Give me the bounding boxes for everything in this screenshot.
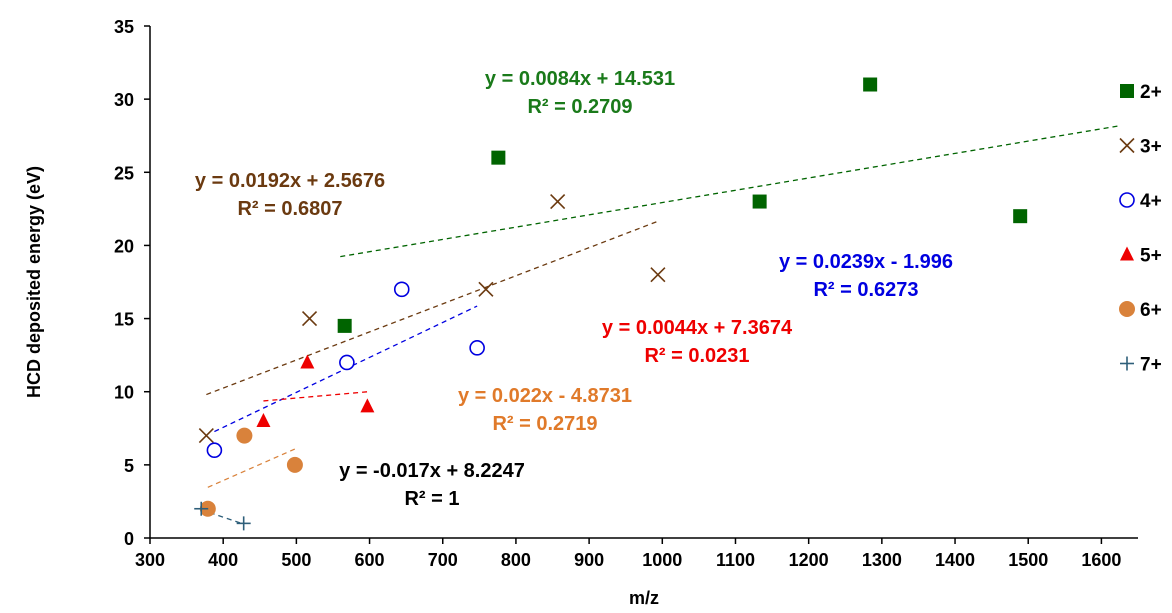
legend-label: 6+ xyxy=(1140,300,1162,321)
plot-area: 0 5 10 15 20 25 30 35 300 400 500 600 700 800 900 1000… xyxy=(114,17,1138,570)
data-point-2plus xyxy=(1013,209,1028,224)
data-point-3plus xyxy=(650,267,666,283)
data-point-3plus xyxy=(550,193,566,210)
x-tick-label: 600 xyxy=(355,550,385,570)
x-tick-label: 500 xyxy=(281,550,311,570)
x-tick-label: 1300 xyxy=(862,550,902,570)
data-point-7plus xyxy=(236,516,251,531)
data-point-2plus xyxy=(337,318,352,333)
trendline-6plus xyxy=(207,448,296,488)
x-axis-title: m/z xyxy=(629,588,659,608)
data-point-4plus xyxy=(469,340,485,356)
data-point-3plus xyxy=(478,281,494,297)
x-tick-label: 1200 xyxy=(789,550,829,570)
y-axis-title: HCD deposited energy (eV) xyxy=(24,166,44,398)
trend-eq-7plus: y = -0.017x + 8.2247 xyxy=(339,460,525,482)
legend-marker-2plus xyxy=(1120,84,1134,98)
x-tick-label: 400 xyxy=(208,550,238,570)
data-point-6plus xyxy=(286,456,303,473)
trend-r2-4plus: R² = 0.6273 xyxy=(813,279,918,301)
trend-equation-labels: y = 0.0084x + 14.531 R² = 0.2709 y = 0.0… xyxy=(195,68,953,510)
trendline-7plus xyxy=(201,509,244,525)
trend-eq-2plus: y = 0.0084x + 14.531 xyxy=(485,68,675,90)
x-tick-label: 1600 xyxy=(1081,550,1121,570)
legend-label: 5+ xyxy=(1140,246,1162,267)
trend-eq-6plus: y = 0.022x - 4.8731 xyxy=(458,385,632,407)
trend-r2-5plus: R² = 0.0231 xyxy=(644,345,749,367)
y-tick-label: 30 xyxy=(114,90,134,110)
trend-eq-4plus: y = 0.0239x - 1.996 xyxy=(779,251,953,273)
y-tick-label: 0 xyxy=(124,529,134,549)
data-point-3plus xyxy=(198,428,214,444)
data-point-4plus xyxy=(339,354,355,371)
trend-r2-3plus: R² = 0.6807 xyxy=(237,198,342,220)
legend-marker-6plus xyxy=(1119,301,1135,317)
data-point-3plus xyxy=(301,311,318,327)
trend-eq-3plus: y = 0.0192x + 2.5676 xyxy=(195,170,385,192)
x-tick-label: 800 xyxy=(501,550,531,570)
y-tick-label: 25 xyxy=(114,163,134,183)
y-tick-label: 5 xyxy=(124,456,134,476)
data-point-4plus xyxy=(393,281,410,298)
trend-eq-5plus: y = 0.0044x + 7.3674 xyxy=(602,317,793,339)
data-point-6plus xyxy=(236,427,253,444)
x-tick-label: 1000 xyxy=(642,550,682,570)
y-ticks: 0 5 10 15 20 25 30 35 xyxy=(114,17,150,549)
trend-r2-6plus: R² = 0.2719 xyxy=(492,413,597,435)
x-tick-label: 1400 xyxy=(935,550,975,570)
legend-marker-7plus xyxy=(1120,356,1134,371)
data-point-5plus xyxy=(300,354,315,369)
trend-r2-7plus: R² = 1 xyxy=(404,488,459,510)
legend: 2+ 3+ 4+ 5+ 6+ 7+ xyxy=(1119,82,1162,376)
y-tick-label: 20 xyxy=(114,236,134,256)
trend-r2-2plus: R² = 0.2709 xyxy=(527,96,632,118)
markers xyxy=(194,77,1028,531)
legend-label: 7+ xyxy=(1140,355,1162,376)
data-point-2plus xyxy=(863,77,878,92)
legend-label: 3+ xyxy=(1140,137,1162,158)
legend-label: 2+ xyxy=(1140,82,1162,103)
legend-label: 4+ xyxy=(1140,191,1162,212)
data-point-2plus xyxy=(491,150,506,165)
x-tick-label: 300 xyxy=(135,550,165,570)
legend-marker-5plus xyxy=(1120,246,1134,261)
x-tick-label: 900 xyxy=(574,550,604,570)
data-point-5plus xyxy=(360,398,375,413)
trendline-5plus xyxy=(263,391,368,402)
data-point-7plus xyxy=(194,501,209,516)
x-ticks: 300 400 500 600 700 800 900 1000 1100 1200 1300 140… xyxy=(135,538,1121,570)
trendline-3plus xyxy=(206,220,659,396)
y-tick-label: 35 xyxy=(114,17,134,37)
data-point-2plus xyxy=(752,194,767,209)
x-tick-label: 1500 xyxy=(1008,550,1048,570)
y-tick-label: 15 xyxy=(114,310,134,330)
y-tick-label: 10 xyxy=(114,383,134,403)
x-tick-label: 700 xyxy=(428,550,458,570)
data-point-4plus xyxy=(206,442,223,459)
legend-marker-3plus xyxy=(1119,137,1135,154)
trendline-2plus xyxy=(340,125,1120,258)
x-tick-label: 1100 xyxy=(716,550,755,570)
data-point-5plus xyxy=(256,412,271,427)
legend-marker-4plus xyxy=(1119,192,1135,208)
